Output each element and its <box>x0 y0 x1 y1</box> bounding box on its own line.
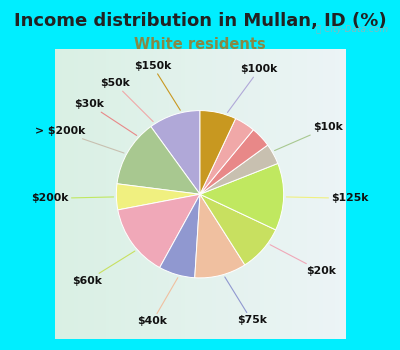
Wedge shape <box>200 145 278 194</box>
Text: $30k: $30k <box>74 99 137 135</box>
Text: $60k: $60k <box>72 251 135 286</box>
Text: $50k: $50k <box>100 78 153 122</box>
Text: $40k: $40k <box>138 278 178 327</box>
Text: $20k: $20k <box>270 245 336 276</box>
Text: $200k: $200k <box>31 193 114 203</box>
Wedge shape <box>200 163 284 230</box>
Text: Income distribution in Mullan, ID (%): Income distribution in Mullan, ID (%) <box>14 12 386 30</box>
Wedge shape <box>200 111 236 194</box>
Text: $10k: $10k <box>274 122 343 150</box>
Wedge shape <box>200 130 268 194</box>
Text: Ⓜ City-Data.com: Ⓜ City-Data.com <box>316 25 388 34</box>
Text: > $200k: > $200k <box>35 126 124 153</box>
Text: $125k: $125k <box>286 193 369 203</box>
Wedge shape <box>116 184 200 210</box>
Wedge shape <box>118 194 200 267</box>
Wedge shape <box>160 194 200 278</box>
Wedge shape <box>195 194 245 278</box>
Text: $150k: $150k <box>134 61 180 110</box>
Text: $75k: $75k <box>225 277 266 326</box>
Wedge shape <box>151 111 200 194</box>
Wedge shape <box>200 119 253 194</box>
Text: $100k: $100k <box>228 64 278 112</box>
Wedge shape <box>117 127 200 194</box>
Text: White residents: White residents <box>134 37 266 52</box>
Wedge shape <box>200 194 276 265</box>
